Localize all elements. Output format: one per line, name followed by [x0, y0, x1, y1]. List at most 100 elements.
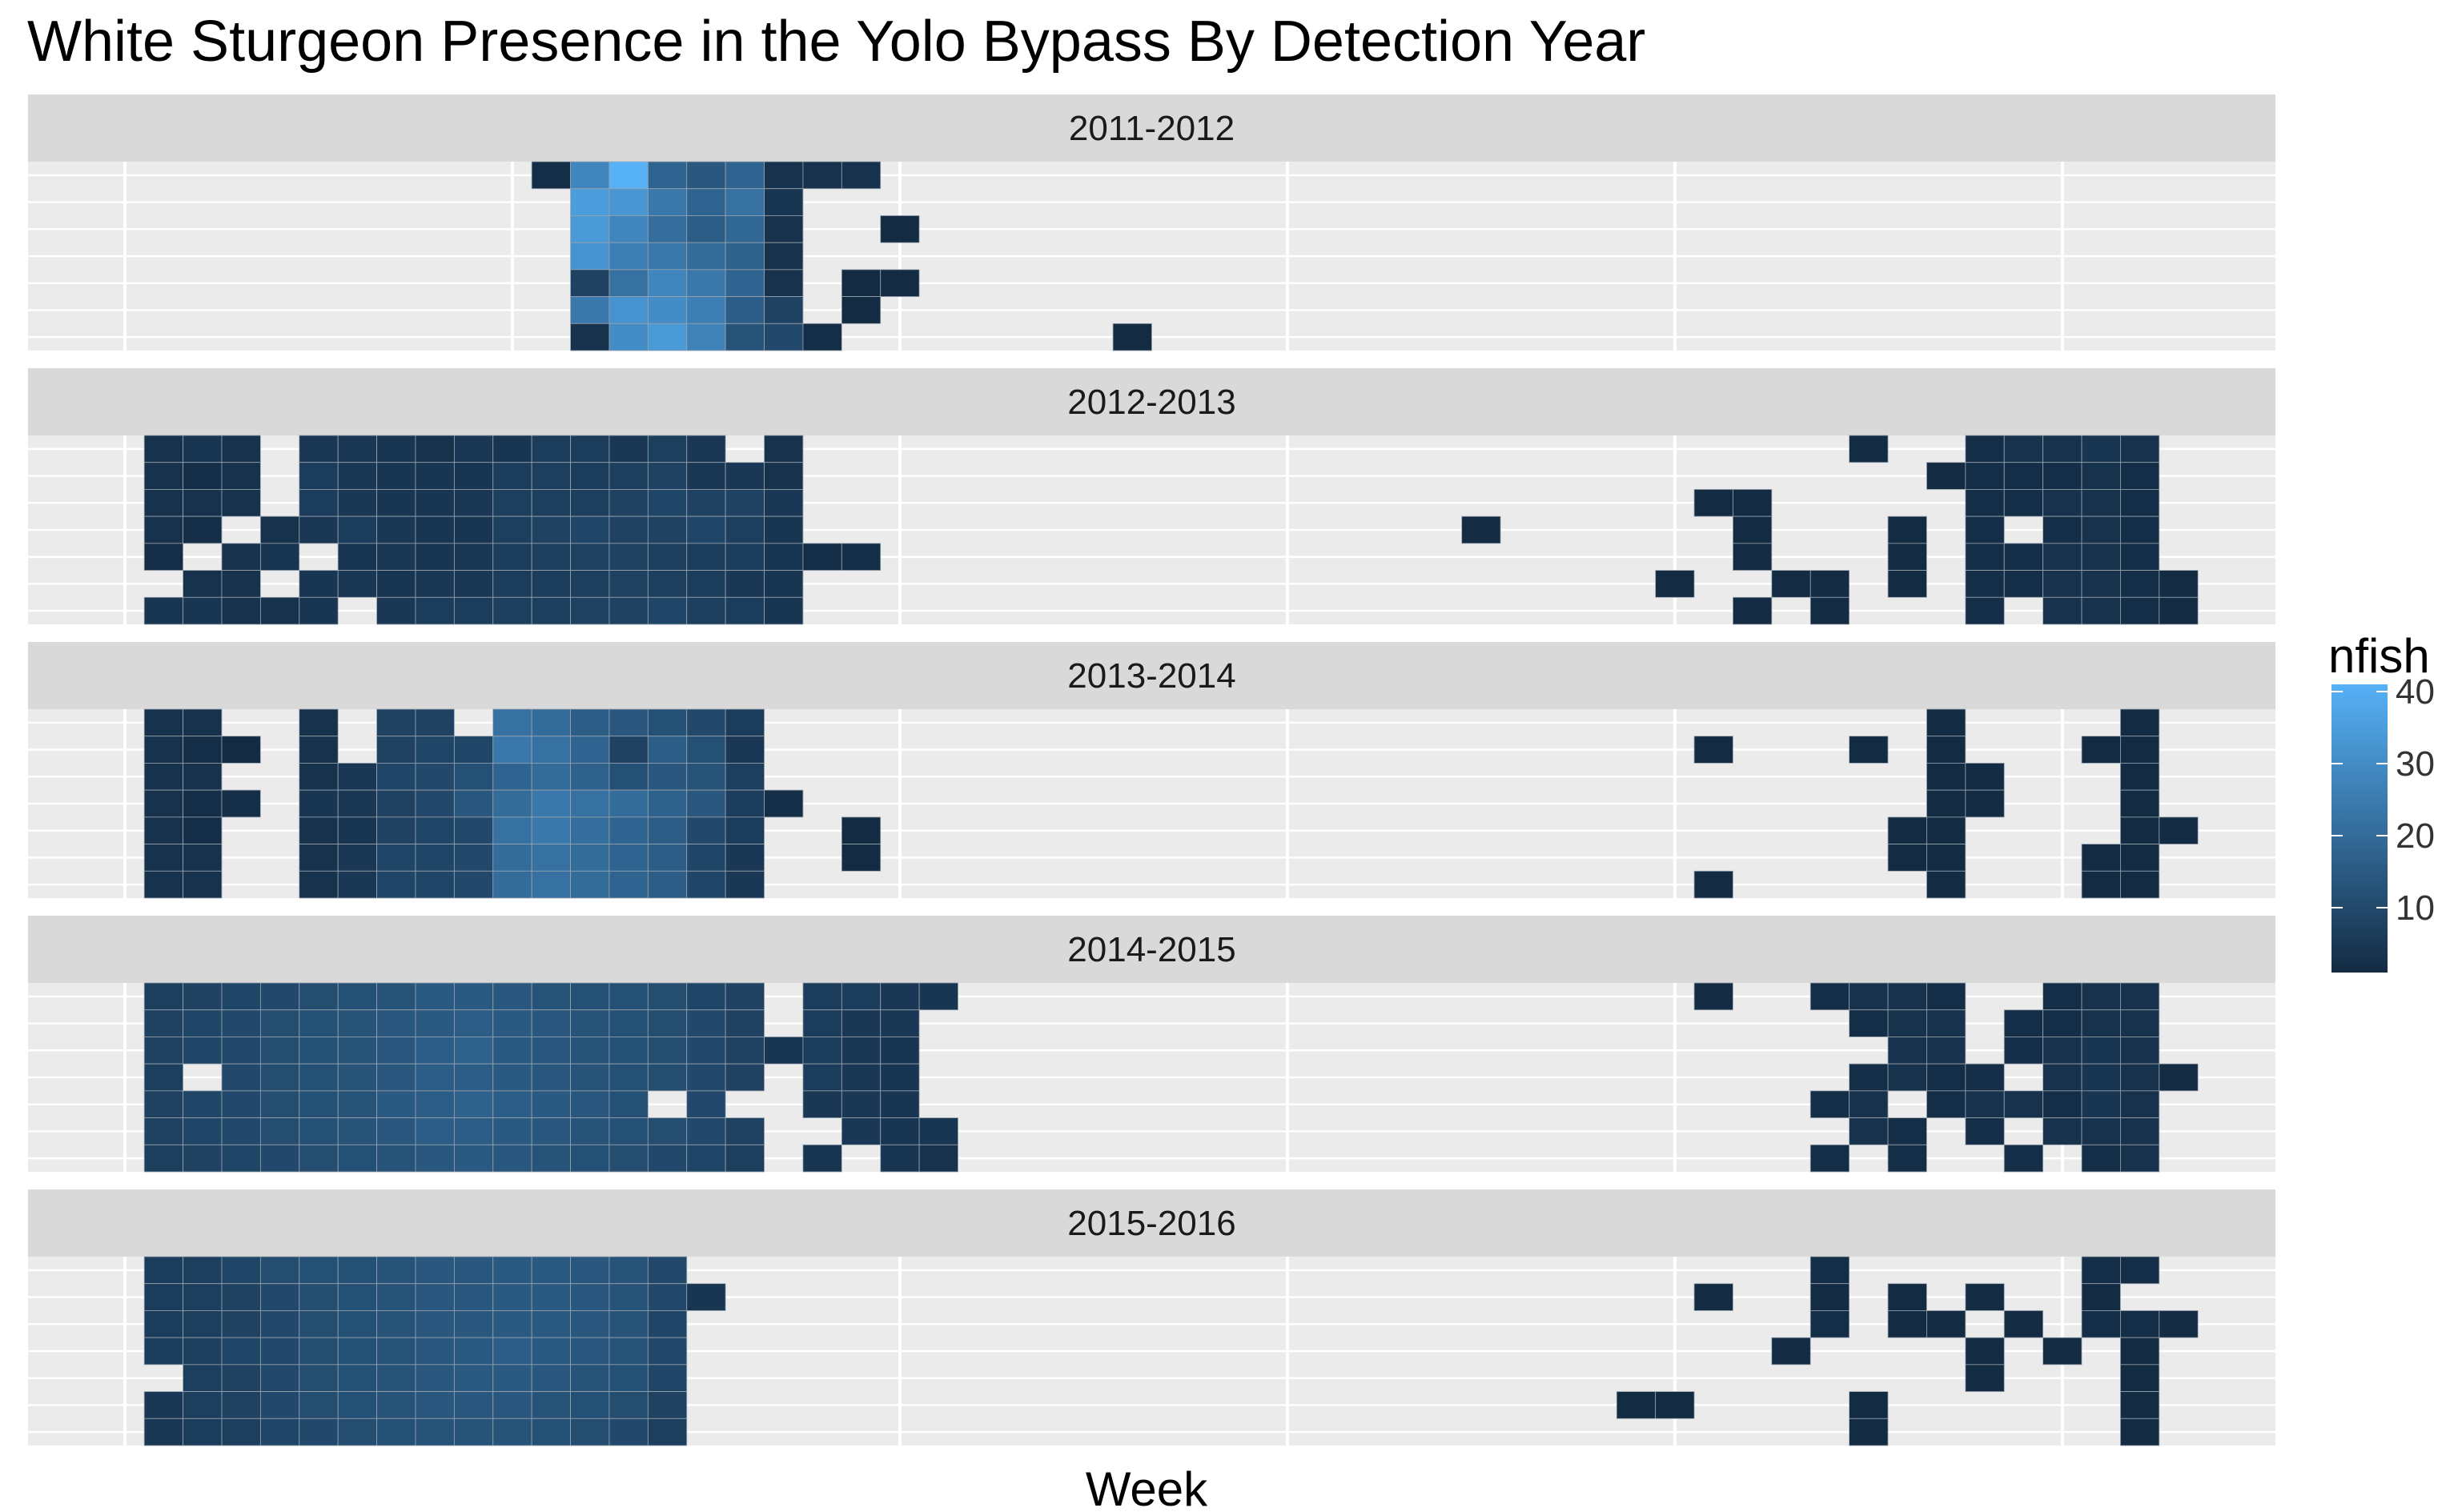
- heatmap-cell: [841, 844, 882, 872]
- heatmap-cell: [841, 161, 882, 190]
- heatmap-cell: [299, 1037, 339, 1065]
- heatmap-cell: [2120, 1391, 2160, 1419]
- heatmap-cell: [570, 708, 610, 737]
- heatmap-cell: [647, 323, 688, 351]
- heatmap-cell: [802, 1090, 842, 1118]
- heatmap-cell: [1809, 1256, 1850, 1285]
- heatmap-cell: [376, 435, 416, 463]
- heatmap-cell: [1809, 1283, 1850, 1311]
- heatmap-cell: [2120, 1063, 2160, 1092]
- heatmap-cell: [1733, 489, 1773, 517]
- heatmap-cell: [492, 816, 532, 844]
- heatmap-cell: [259, 1117, 300, 1145]
- heatmap-cell: [453, 1090, 494, 1118]
- heatmap-cell: [492, 736, 532, 764]
- heatmap-cell: [608, 1337, 649, 1366]
- heatmap-cell: [492, 1144, 532, 1173]
- heatmap-cell: [376, 708, 416, 737]
- heatmap-cell: [415, 1391, 455, 1419]
- heatmap-cell: [143, 1037, 183, 1065]
- heatmap-cell: [608, 570, 649, 598]
- heatmap-cell: [764, 296, 804, 324]
- heatmap-cell: [337, 1256, 377, 1285]
- heatmap-cell: [2042, 1117, 2082, 1145]
- heatmap-cell: [570, 215, 610, 243]
- heatmap-cell: [2081, 543, 2121, 571]
- heatmap-cell: [686, 462, 726, 490]
- heatmap-cell: [376, 1364, 416, 1392]
- heatmap-cell: [299, 736, 339, 764]
- heatmap-cell: [415, 1090, 455, 1118]
- heatmap-cell: [686, 1037, 726, 1065]
- heatmap-cell: [376, 1009, 416, 1037]
- heatmap-cell: [376, 844, 416, 872]
- facet-strip-label: 2011-2012: [1069, 109, 1235, 148]
- heatmap-cell: [183, 1090, 223, 1118]
- legend: nfish 10 20 30 40: [2328, 629, 2435, 973]
- heatmap-cell: [764, 462, 804, 490]
- heatmap-cell: [221, 1337, 261, 1366]
- heatmap-cell: [143, 543, 183, 571]
- heatmap-cell: [453, 763, 494, 791]
- heatmap-cell: [492, 435, 532, 463]
- heatmap-cell: [686, 570, 726, 598]
- heatmap-cell: [2120, 1310, 2160, 1338]
- heatmap-cell: [143, 1144, 183, 1173]
- heatmap-cell: [802, 323, 842, 351]
- heatmap-cell: [2120, 1337, 2160, 1366]
- heatmap-cell: [299, 1090, 339, 1118]
- heatmap-cell: [647, 543, 688, 571]
- heatmap-cell: [686, 269, 726, 297]
- heatmap-cell: [608, 489, 649, 517]
- heatmap-cell: [531, 870, 571, 899]
- heatmap-cell: [221, 1391, 261, 1419]
- heatmap-cell: [725, 215, 765, 243]
- heatmap-cell: [647, 161, 688, 190]
- heatmap-cell: [183, 844, 223, 872]
- heatmap-cell: [1965, 570, 2005, 598]
- heatmap-cell: [2120, 1090, 2160, 1118]
- heatmap-cell: [2120, 596, 2160, 625]
- heatmap-cell: [453, 816, 494, 844]
- heatmap-cell: [453, 489, 494, 517]
- heatmap-cell: [2081, 1310, 2121, 1338]
- heatmap-cell: [725, 323, 765, 351]
- facet-strip-label: 2014-2015: [1067, 930, 1235, 969]
- heatmap-cell: [143, 596, 183, 625]
- facet-strip-label: 2013-2014: [1067, 656, 1235, 696]
- heatmap-cell: [259, 1009, 300, 1037]
- heatmap-cell: [1887, 816, 1927, 844]
- heatmap-cell: [143, 1256, 183, 1285]
- heatmap-cell: [143, 1090, 183, 1118]
- heatmap-cell: [337, 1144, 377, 1173]
- heatmap-cell: [570, 1009, 610, 1037]
- heatmap-cell: [2042, 515, 2082, 544]
- heatmap-cell: [143, 982, 183, 1011]
- heatmap-cell: [686, 982, 726, 1011]
- heatmap-cell: [299, 1310, 339, 1338]
- heatmap-cell: [299, 763, 339, 791]
- heatmap-cell: [337, 1090, 377, 1118]
- heatmap-cell: [376, 1144, 416, 1173]
- heatmap-cell: [183, 1310, 223, 1338]
- heatmap-cell: [531, 161, 571, 190]
- heatmap-cell: [531, 1090, 571, 1118]
- heatmap-cell: [299, 515, 339, 544]
- heatmap-cell: [183, 1256, 223, 1285]
- heatmap-cell: [686, 736, 726, 764]
- heatmap-cell: [531, 763, 571, 791]
- heatmap-cell: [2120, 1117, 2160, 1145]
- heatmap-cell: [1461, 515, 1501, 544]
- heatmap-cell: [1849, 1391, 1889, 1419]
- heatmap-cell: [531, 708, 571, 737]
- heatmap-cell: [415, 1337, 455, 1366]
- heatmap-cell: [221, 1009, 261, 1037]
- heatmap-cell: [299, 982, 339, 1011]
- heatmap-cell: [453, 570, 494, 598]
- heatmap-cell: [415, 1418, 455, 1446]
- heatmap-cell: [492, 844, 532, 872]
- heatmap-cell: [531, 789, 571, 818]
- heatmap-cell: [841, 1009, 882, 1037]
- heatmap-cell: [2120, 570, 2160, 598]
- facet-strip: [28, 642, 2275, 709]
